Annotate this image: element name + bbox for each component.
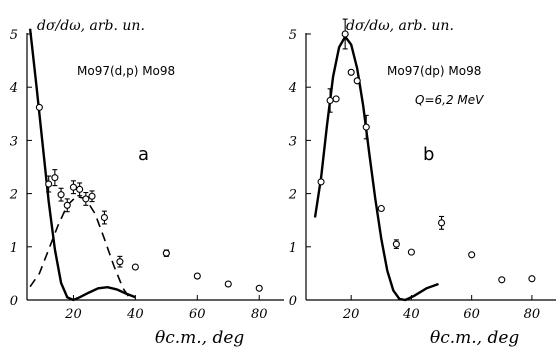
panel-b-y-tick-label: 3 xyxy=(289,134,297,149)
panel-a-y-tick-label: 1 xyxy=(10,241,18,256)
panel-a-reaction-label: Mo97(d,p) Mo98 xyxy=(77,64,175,78)
panel-b-y-tick-label: 2 xyxy=(288,188,297,203)
panel-b-reaction-label: Mo97(dp) Mo98 xyxy=(387,64,481,78)
panel-b-data-point xyxy=(341,30,349,38)
panel-b-data-point xyxy=(362,123,370,131)
panel-b-x-tick-label: 60 xyxy=(463,307,480,322)
panel-a-data-point xyxy=(224,280,232,288)
panel-a-data-point xyxy=(100,213,108,222)
panel-a-y-tick-label: 4 xyxy=(9,81,18,96)
panel-a-data-point xyxy=(162,249,170,257)
panel-a-data-point xyxy=(45,180,53,188)
panel-b-data-point xyxy=(353,77,361,85)
panel-b-y-tick-label: 5 xyxy=(289,28,297,43)
panel-a-data-point xyxy=(255,284,263,292)
panel-b-q-label: Q=6,2 MeV xyxy=(415,93,484,107)
panel-b-y-tick-label: 0 xyxy=(289,294,297,309)
panel-a-theory-curve-dashed xyxy=(29,195,130,298)
panel-a-curves xyxy=(28,28,136,302)
panel-b-curves xyxy=(313,34,439,302)
panel-b-data-point xyxy=(326,96,334,105)
panel-a-y-tick-label: 5 xyxy=(10,28,18,43)
panel-a-y-tick-label: 2 xyxy=(9,188,18,203)
panel-b: dσ/dω, arb. un. Mo97(dp) Mo98 Q=6,2 MeV … xyxy=(288,18,556,348)
panel-b-y-ticks: 0 1 2 3 4 5 xyxy=(288,28,311,309)
panel-a-ylabel-text: dσ/dω, arb. un. xyxy=(37,18,145,34)
panel-b-data-point xyxy=(392,240,400,248)
panel-a-ylabel: dσ/dω, arb. un. xyxy=(37,18,145,34)
panel-a-data-point xyxy=(88,192,96,200)
panel-a-y-ticks: 0 1 2 3 4 5 xyxy=(9,28,32,309)
panel-a-y-tick-label: 3 xyxy=(10,134,18,149)
panel-a-xlabel: θc.m., deg xyxy=(155,328,244,348)
panel-b-data-point xyxy=(317,178,325,186)
panel-a-data-point xyxy=(131,263,139,271)
panel-b-data-point xyxy=(377,204,385,213)
panel-a-data-point xyxy=(82,195,90,203)
panel-a-data-point xyxy=(57,191,65,199)
panel-b-data-point xyxy=(498,276,506,284)
panel-a-data-point xyxy=(35,103,43,111)
panel-a-y-tick-label: 0 xyxy=(10,294,18,309)
panel-a-letter: a xyxy=(138,144,149,165)
panel-a-x-tick-label: 20 xyxy=(64,307,82,322)
panel-b-data-point xyxy=(332,95,340,103)
panel-b-y-tick-label: 1 xyxy=(289,241,297,256)
panel-a-x-tick-label: 80 xyxy=(251,307,268,322)
panel-b-data-point xyxy=(528,275,536,283)
panel-b-data-point xyxy=(437,219,446,227)
panel-b-x-tick-label: 20 xyxy=(342,307,360,322)
panel-a: dσ/dω, arb. un. Mo97(d,p) Mo98 a 012345 … xyxy=(9,18,284,348)
panel-b-x-tick-label: 40 xyxy=(402,307,420,322)
panel-b-data-point xyxy=(407,248,415,256)
panel-b-letter: b xyxy=(423,144,434,165)
panel-b-y-tick-label: 4 xyxy=(288,81,297,96)
panel-a-data-point xyxy=(63,201,71,209)
panel-b-ylabel-text: dσ/dω, arb. un. xyxy=(346,18,454,34)
panel-a-points xyxy=(35,103,263,292)
panel-b-theory-curve-solid xyxy=(313,34,439,302)
panel-b-data-point xyxy=(347,68,355,76)
panel-b-data-point xyxy=(468,251,476,259)
panel-a-x-tick-label: 60 xyxy=(189,307,206,322)
panel-a-data-point xyxy=(76,185,84,193)
panel-b-points xyxy=(317,18,536,284)
panel-b-x-tick-label: 80 xyxy=(524,307,541,322)
panel-a-data-point xyxy=(51,174,59,182)
panel-a-x-tick-label: 40 xyxy=(126,307,144,322)
panel-a-x-ticks: 20 40 60 80 xyxy=(64,295,268,322)
panel-a-data-point xyxy=(116,258,124,266)
panel-b-xlabel: θc.m., deg xyxy=(430,328,519,348)
panel-a-theory-curve-solid xyxy=(28,28,136,302)
panel-b-x-ticks: 20 40 60 80 xyxy=(342,295,540,322)
panel-a-data-point xyxy=(193,272,201,280)
panel-a-data-point xyxy=(69,183,77,191)
